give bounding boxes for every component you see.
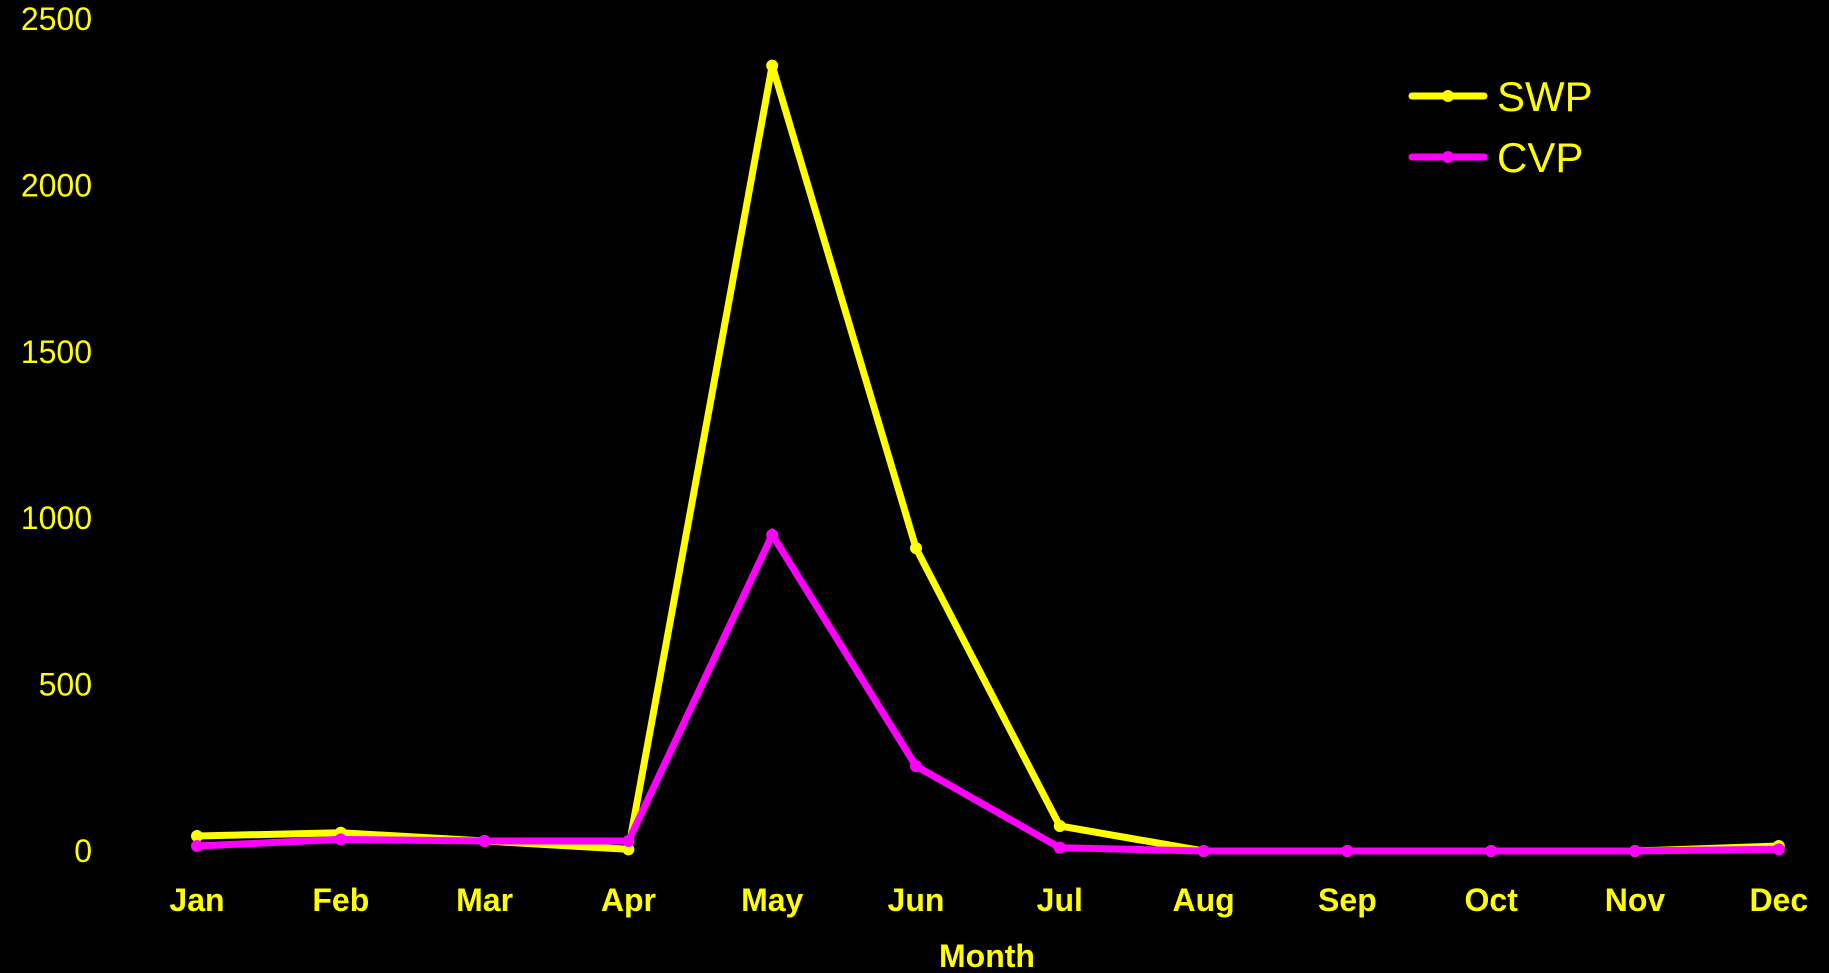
y-tick-label: 0 <box>74 833 92 869</box>
y-axis-tick-labels: 0 500 1000 1500 2000 2500 <box>21 1 92 869</box>
y-tick-label: 2500 <box>21 1 92 37</box>
series-cvp <box>191 527 1785 857</box>
data-point <box>1053 820 1066 833</box>
data-point <box>622 843 635 856</box>
data-point <box>766 59 779 72</box>
x-tick-label: Jul <box>1037 882 1083 918</box>
x-tick-label: Oct <box>1465 882 1519 918</box>
legend: SWP CVP <box>1408 73 1593 181</box>
data-point <box>910 760 922 773</box>
data-point <box>1485 845 1498 857</box>
x-tick-label: Aug <box>1172 882 1234 918</box>
data-point <box>334 833 347 846</box>
y-tick-label: 500 <box>39 667 92 703</box>
data-point <box>622 835 635 848</box>
series-layer <box>191 59 1785 857</box>
legend-swatch-marker <box>1442 151 1454 163</box>
x-tick-label: Sep <box>1318 882 1377 918</box>
legend-swatch-marker <box>1442 90 1454 102</box>
y-tick-label: 1000 <box>21 500 92 536</box>
data-point <box>1197 845 1210 857</box>
x-tick-label: Feb <box>312 882 369 918</box>
y-tick-label: 1500 <box>21 334 92 370</box>
x-tick-label: Jan <box>169 882 224 918</box>
x-tick-label: Dec <box>1749 882 1808 918</box>
y-tick-label: 2000 <box>21 167 92 203</box>
x-tick-label: Apr <box>601 882 656 918</box>
data-point <box>1053 841 1066 854</box>
x-tick-label: May <box>741 882 803 918</box>
legend-item-swp: SWP <box>1408 73 1593 120</box>
legend-item-cvp: CVP <box>1408 134 1583 181</box>
x-tick-label: Jun <box>888 882 945 918</box>
x-tick-label: Mar <box>456 882 513 918</box>
data-point <box>1341 845 1354 857</box>
x-axis-label: Month <box>939 938 1035 973</box>
legend-label: CVP <box>1497 134 1583 181</box>
data-point <box>1772 843 1785 856</box>
legend-label: SWP <box>1497 73 1593 120</box>
data-point <box>1629 845 1641 857</box>
data-point <box>478 835 491 848</box>
series-line <box>193 527 1783 855</box>
data-point <box>910 542 922 555</box>
data-point <box>766 528 779 541</box>
x-tick-label: Nov <box>1605 882 1666 918</box>
data-point <box>191 840 203 853</box>
x-axis-tick-labels: Jan Feb Mar Apr May Jun Jul Aug Sep Oct Nov Dec <box>169 882 1808 918</box>
data-point <box>191 830 203 843</box>
